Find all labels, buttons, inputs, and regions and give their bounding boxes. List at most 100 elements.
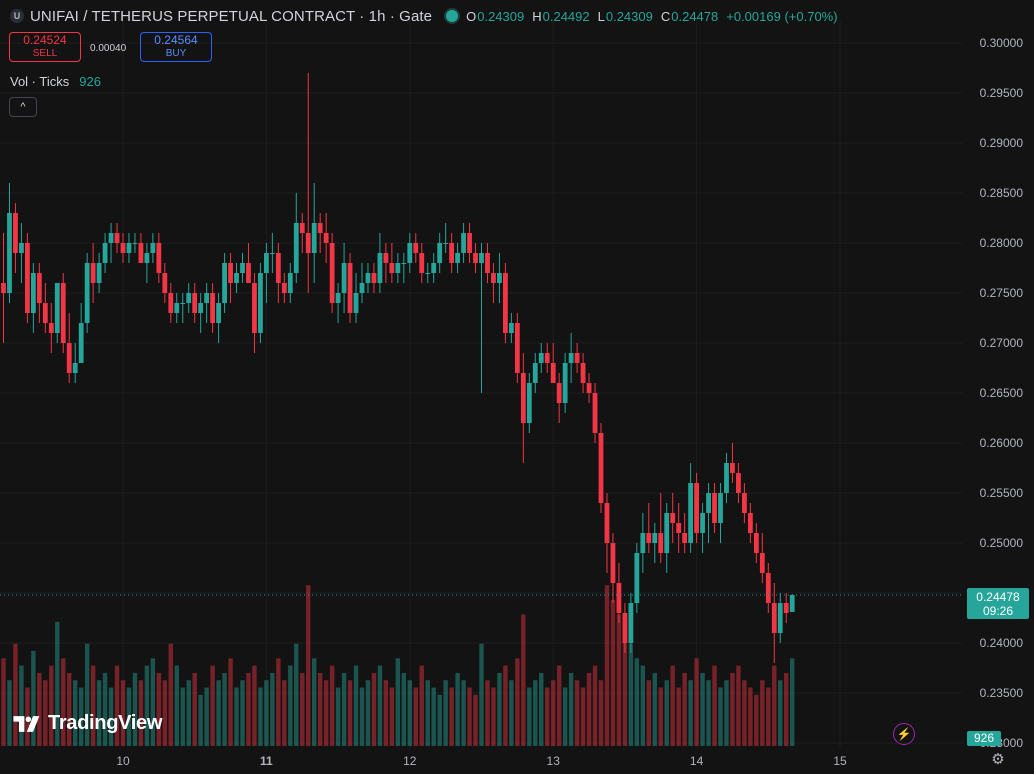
candle-body	[293, 223, 299, 273]
volume-bar	[688, 680, 693, 746]
candle	[425, 263, 431, 283]
candle-body	[54, 283, 60, 333]
price-tick-label: 0.30000	[980, 36, 1024, 50]
candle-body	[269, 253, 275, 254]
candle-body	[783, 603, 789, 613]
time-tick-label: 10	[116, 754, 130, 768]
candle	[72, 343, 78, 383]
candle-body	[455, 253, 460, 263]
candle-body	[186, 293, 192, 303]
candle	[365, 263, 371, 293]
candle-body	[353, 293, 359, 313]
candle-body	[216, 303, 221, 323]
candle-body	[640, 533, 646, 553]
candle	[419, 243, 425, 283]
candle-body	[329, 243, 335, 303]
volume-bar	[19, 665, 24, 746]
candle	[36, 263, 42, 323]
candle-body	[574, 353, 580, 363]
candle-body	[7, 213, 12, 293]
volume-bar	[556, 665, 562, 746]
time-axis[interactable]: 10 11 12 13 14 15	[116, 754, 847, 768]
candle-body	[72, 363, 78, 373]
volume-bar	[222, 672, 227, 746]
candle-body	[341, 263, 347, 293]
volume-bar	[150, 658, 156, 746]
volume-bar	[562, 687, 568, 746]
candle-body	[777, 603, 783, 633]
tradingview-logo[interactable]: TradingView	[10, 712, 162, 735]
candle	[616, 563, 622, 623]
candle	[25, 233, 30, 323]
volume-bar	[790, 658, 795, 746]
open-label: O	[466, 8, 477, 24]
volume-bar	[425, 680, 430, 746]
candle-body	[252, 283, 257, 333]
candle-body	[383, 253, 389, 263]
symbol-title[interactable]: UNIFAI / TETHERUS PERPETUAL CONTRACT · 1…	[30, 7, 433, 25]
candle-body	[13, 213, 18, 253]
volume-bar	[658, 687, 663, 746]
volume-bar	[180, 687, 185, 746]
volume-bar	[652, 672, 657, 746]
candle	[622, 603, 628, 653]
candle	[240, 253, 245, 283]
ohlc-values: O0.24309 H0.24492 L0.24309 C0.24478 +0.0…	[466, 9, 837, 24]
candle-body	[401, 263, 407, 264]
volume-bar	[401, 672, 407, 746]
candle	[759, 533, 765, 583]
sell-button[interactable]: 0.24524 SELL	[9, 32, 81, 62]
candle-body	[491, 273, 496, 283]
buy-button[interactable]: 0.24564 BUY	[140, 32, 212, 62]
candle	[186, 283, 192, 313]
candle	[264, 243, 269, 303]
candle-body	[622, 613, 628, 643]
volume-bar	[646, 680, 651, 746]
candle	[497, 253, 502, 303]
volume-bar	[485, 680, 490, 746]
candle-body	[736, 473, 741, 493]
candle-body	[317, 223, 323, 233]
candle	[736, 463, 741, 503]
candle	[299, 213, 305, 253]
volume-bar	[682, 672, 687, 746]
candle	[138, 233, 144, 263]
volume-bar	[497, 672, 502, 746]
volume-bar	[49, 665, 54, 746]
candle-body	[126, 243, 132, 253]
unifai-logo-icon[interactable]: U	[10, 9, 24, 23]
candle	[204, 283, 210, 323]
volume-bar	[407, 680, 412, 746]
volume-bar	[503, 665, 508, 746]
candle	[503, 263, 508, 343]
gear-icon[interactable]: ⚙	[991, 751, 1005, 768]
volume-bar	[365, 680, 371, 746]
collapse-legend-button[interactable]: ^	[9, 97, 37, 117]
volume-legend[interactable]: Vol · Ticks 926	[10, 74, 101, 89]
volume-bar	[634, 658, 640, 746]
candle	[120, 233, 126, 263]
candle	[96, 253, 102, 293]
volume-bar	[431, 687, 436, 746]
candle-body	[335, 293, 341, 303]
candle	[783, 593, 789, 623]
buy-price: 0.24564	[154, 33, 198, 47]
price-axis[interactable]: 0.30000 0.29500 0.29000 0.28500 0.28000 0.275…	[980, 36, 1024, 750]
candle-body	[688, 483, 694, 543]
candle-body	[658, 533, 664, 553]
candle-body	[449, 243, 455, 263]
candle	[377, 233, 383, 293]
candle-body	[652, 533, 658, 543]
candle-body	[168, 293, 174, 313]
candle-body	[700, 513, 705, 533]
lightning-icon[interactable]: ⚡	[893, 723, 915, 745]
candle-body	[694, 483, 699, 533]
volume-bar	[580, 687, 586, 746]
candle-body	[389, 263, 395, 273]
candle	[42, 283, 48, 333]
volume-bar	[96, 680, 102, 746]
volume-bar	[551, 680, 556, 746]
candle	[473, 243, 478, 273]
